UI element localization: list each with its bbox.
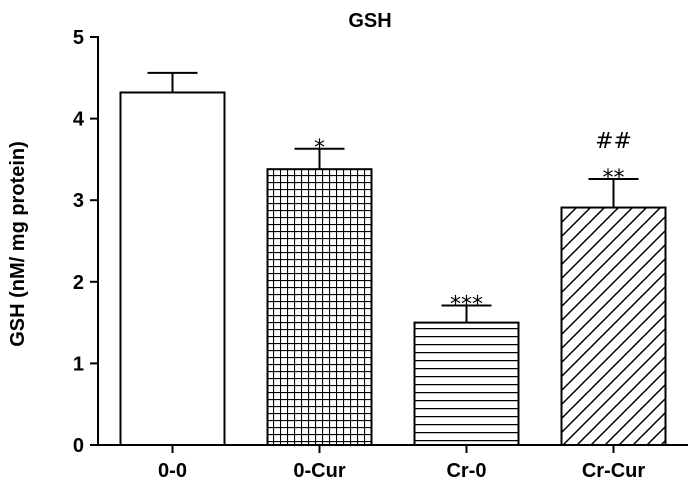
significance-label: ## — [595, 129, 632, 154]
x-tick-label: 0-0 — [158, 460, 187, 482]
x-tick-label: Cr-0 — [446, 460, 486, 482]
y-tick-label: 2 — [73, 272, 84, 294]
y-tick-label: 0 — [73, 435, 84, 457]
chart-title: GSH — [348, 10, 391, 32]
significance-label: ** — [603, 166, 625, 191]
bar-0-cur — [266, 168, 373, 447]
significance-label: * — [314, 136, 325, 161]
y-tick-label: 4 — [73, 109, 85, 131]
y-tick-label: 3 — [73, 190, 84, 212]
y-axis-label: GSH (nM/ mg protein) — [7, 141, 29, 347]
y-ticks: 0 1 2 3 4 5 — [73, 27, 98, 457]
significance-label: *** — [450, 292, 483, 317]
bar-cr-0 — [413, 321, 520, 447]
x-tick-label: Cr-Cur — [582, 460, 646, 482]
x-tick-label: 0-Cur — [293, 460, 345, 482]
y-tick-label: 5 — [73, 27, 84, 49]
bars: ******## — [119, 71, 667, 447]
bar-cr-cur — [560, 206, 667, 446]
x-ticks: 0-0 0-Cur Cr-0 Cr-Cur — [158, 445, 645, 482]
y-tick-label: 1 — [73, 353, 84, 375]
bar-0-0 — [119, 91, 226, 446]
